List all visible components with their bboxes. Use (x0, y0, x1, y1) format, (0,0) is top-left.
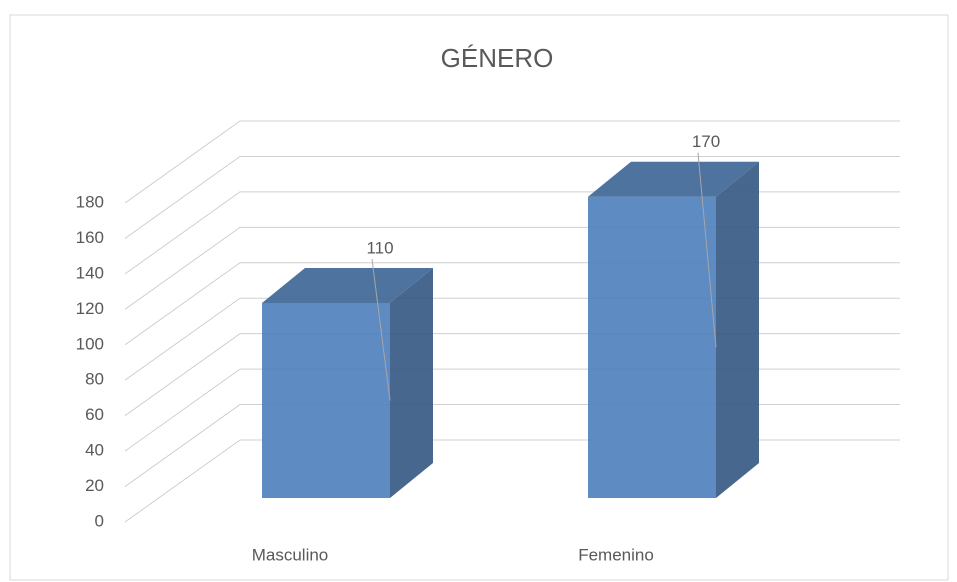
y-tick-label: 0 (95, 511, 104, 530)
grid-line (124, 155, 900, 239)
data-label: 110 (366, 239, 393, 258)
y-tick-label: 100 (76, 334, 104, 353)
leader-line (697, 152, 717, 348)
y-tick-label: 180 (76, 192, 104, 211)
bar-face (262, 268, 433, 304)
y-tick-label: 120 (76, 299, 104, 318)
bar (588, 161, 759, 498)
bar (262, 268, 433, 498)
x-tick-label: Femenino (578, 545, 654, 564)
bar-face (588, 196, 716, 498)
data-label: 170 (692, 132, 720, 151)
y-tick-label: 140 (76, 263, 104, 282)
bar-face (262, 303, 390, 498)
y-tick-label: 20 (85, 476, 104, 495)
y-tick-label: 60 (85, 405, 104, 424)
y-tick-label: 40 (85, 441, 104, 460)
chart-title: GÉNERO (441, 43, 554, 73)
y-tick-label: 80 (85, 370, 104, 389)
leader-line (371, 258, 391, 401)
grid-line (124, 120, 900, 204)
x-tick-label: Masculino (252, 545, 329, 564)
bar-face (716, 161, 759, 498)
bar-face (588, 161, 759, 197)
y-tick-label: 160 (76, 228, 104, 247)
chart-border (9, 14, 949, 581)
bar-face (390, 268, 433, 498)
